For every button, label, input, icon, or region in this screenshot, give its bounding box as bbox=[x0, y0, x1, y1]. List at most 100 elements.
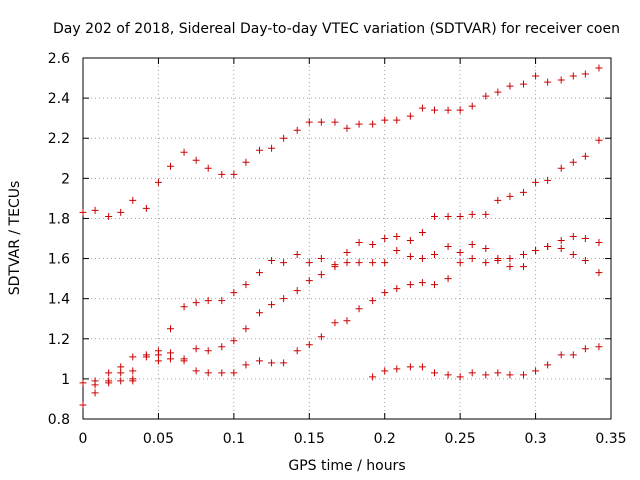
data-point bbox=[544, 243, 552, 251]
series-lower-middle bbox=[79, 232, 603, 409]
data-point bbox=[355, 120, 363, 128]
data-point bbox=[406, 253, 414, 261]
data-point bbox=[532, 247, 540, 255]
data-point bbox=[581, 257, 589, 265]
data-point bbox=[506, 263, 514, 271]
data-point bbox=[406, 281, 414, 289]
data-point bbox=[468, 369, 476, 377]
data-point bbox=[242, 361, 250, 369]
data-point bbox=[557, 237, 565, 245]
y-tick-label: 1 bbox=[61, 372, 70, 388]
data-point bbox=[204, 369, 212, 377]
chart-title: Day 202 of 2018, Sidereal Day-to-day VTE… bbox=[53, 21, 620, 37]
data-point bbox=[105, 379, 113, 387]
data-point bbox=[166, 349, 174, 357]
data-point bbox=[506, 255, 514, 263]
data-point bbox=[569, 251, 577, 259]
data-point bbox=[268, 144, 276, 152]
x-tick-label: 0.25 bbox=[445, 431, 476, 447]
data-point bbox=[268, 257, 276, 265]
data-point bbox=[444, 106, 452, 114]
data-point bbox=[204, 347, 212, 355]
data-point bbox=[154, 178, 162, 186]
data-point bbox=[242, 281, 250, 289]
data-point bbox=[418, 363, 426, 371]
data-point bbox=[355, 305, 363, 313]
data-point bbox=[468, 241, 476, 249]
data-point bbox=[393, 232, 401, 240]
data-point bbox=[117, 377, 125, 385]
data-point bbox=[91, 377, 99, 385]
data-point bbox=[355, 259, 363, 267]
data-point bbox=[532, 178, 540, 186]
data-point bbox=[418, 228, 426, 236]
data-point bbox=[520, 371, 528, 379]
data-point bbox=[305, 259, 313, 267]
data-point bbox=[268, 301, 276, 309]
data-point bbox=[204, 164, 212, 172]
data-point bbox=[218, 369, 226, 377]
data-point bbox=[305, 341, 313, 349]
data-point bbox=[520, 80, 528, 88]
data-point bbox=[569, 232, 577, 240]
data-point bbox=[595, 239, 603, 247]
data-point bbox=[79, 379, 87, 387]
data-point bbox=[317, 271, 325, 279]
data-point bbox=[406, 112, 414, 120]
data-point bbox=[230, 369, 238, 377]
data-point bbox=[506, 192, 514, 200]
data-point bbox=[381, 367, 389, 375]
data-point bbox=[218, 343, 226, 351]
y-tick-label: 1.2 bbox=[48, 332, 70, 348]
data-point bbox=[430, 251, 438, 259]
data-point bbox=[369, 241, 377, 249]
data-point bbox=[343, 124, 351, 132]
y-tick-labels: 0.8 1 1.2 1.4 1.6 1.8 2 2.2 2.4 2.6 bbox=[48, 51, 70, 428]
data-point bbox=[557, 76, 565, 84]
data-point bbox=[317, 255, 325, 263]
data-point bbox=[166, 355, 174, 363]
data-point bbox=[369, 297, 377, 305]
data-point bbox=[280, 359, 288, 367]
data-point bbox=[444, 243, 452, 251]
data-point bbox=[79, 208, 87, 216]
data-point bbox=[595, 269, 603, 277]
data-point bbox=[456, 106, 464, 114]
data-point bbox=[393, 116, 401, 124]
data-point bbox=[520, 263, 528, 271]
data-point bbox=[317, 333, 325, 341]
data-point bbox=[166, 325, 174, 333]
data-point bbox=[230, 337, 238, 345]
data-point bbox=[520, 188, 528, 196]
data-point bbox=[544, 176, 552, 184]
data-point bbox=[581, 345, 589, 353]
data-point bbox=[91, 206, 99, 214]
data-point bbox=[393, 247, 401, 255]
x-tick-label: 0.1 bbox=[223, 431, 245, 447]
data-point bbox=[256, 146, 264, 154]
y-tick-label: 0.8 bbox=[48, 412, 70, 428]
data-point bbox=[444, 371, 452, 379]
data-point bbox=[381, 259, 389, 267]
x-tick-label: 0.35 bbox=[595, 431, 626, 447]
data-point bbox=[293, 287, 301, 295]
data-point bbox=[494, 88, 502, 96]
y-tick-label: 2.2 bbox=[48, 131, 70, 147]
data-point bbox=[343, 249, 351, 257]
data-point bbox=[456, 249, 464, 257]
series-upper-middle bbox=[79, 136, 603, 389]
data-point bbox=[381, 289, 389, 297]
data-point bbox=[230, 170, 238, 178]
data-point bbox=[154, 351, 162, 359]
data-point bbox=[180, 357, 188, 365]
x-tick-label: 0.2 bbox=[374, 431, 396, 447]
data-point bbox=[406, 237, 414, 245]
data-point bbox=[142, 204, 150, 212]
data-point bbox=[331, 118, 339, 126]
data-point bbox=[456, 259, 464, 267]
data-point bbox=[520, 251, 528, 259]
grid bbox=[83, 58, 611, 419]
data-point bbox=[218, 297, 226, 305]
data-point bbox=[532, 72, 540, 80]
data-point bbox=[482, 259, 490, 267]
